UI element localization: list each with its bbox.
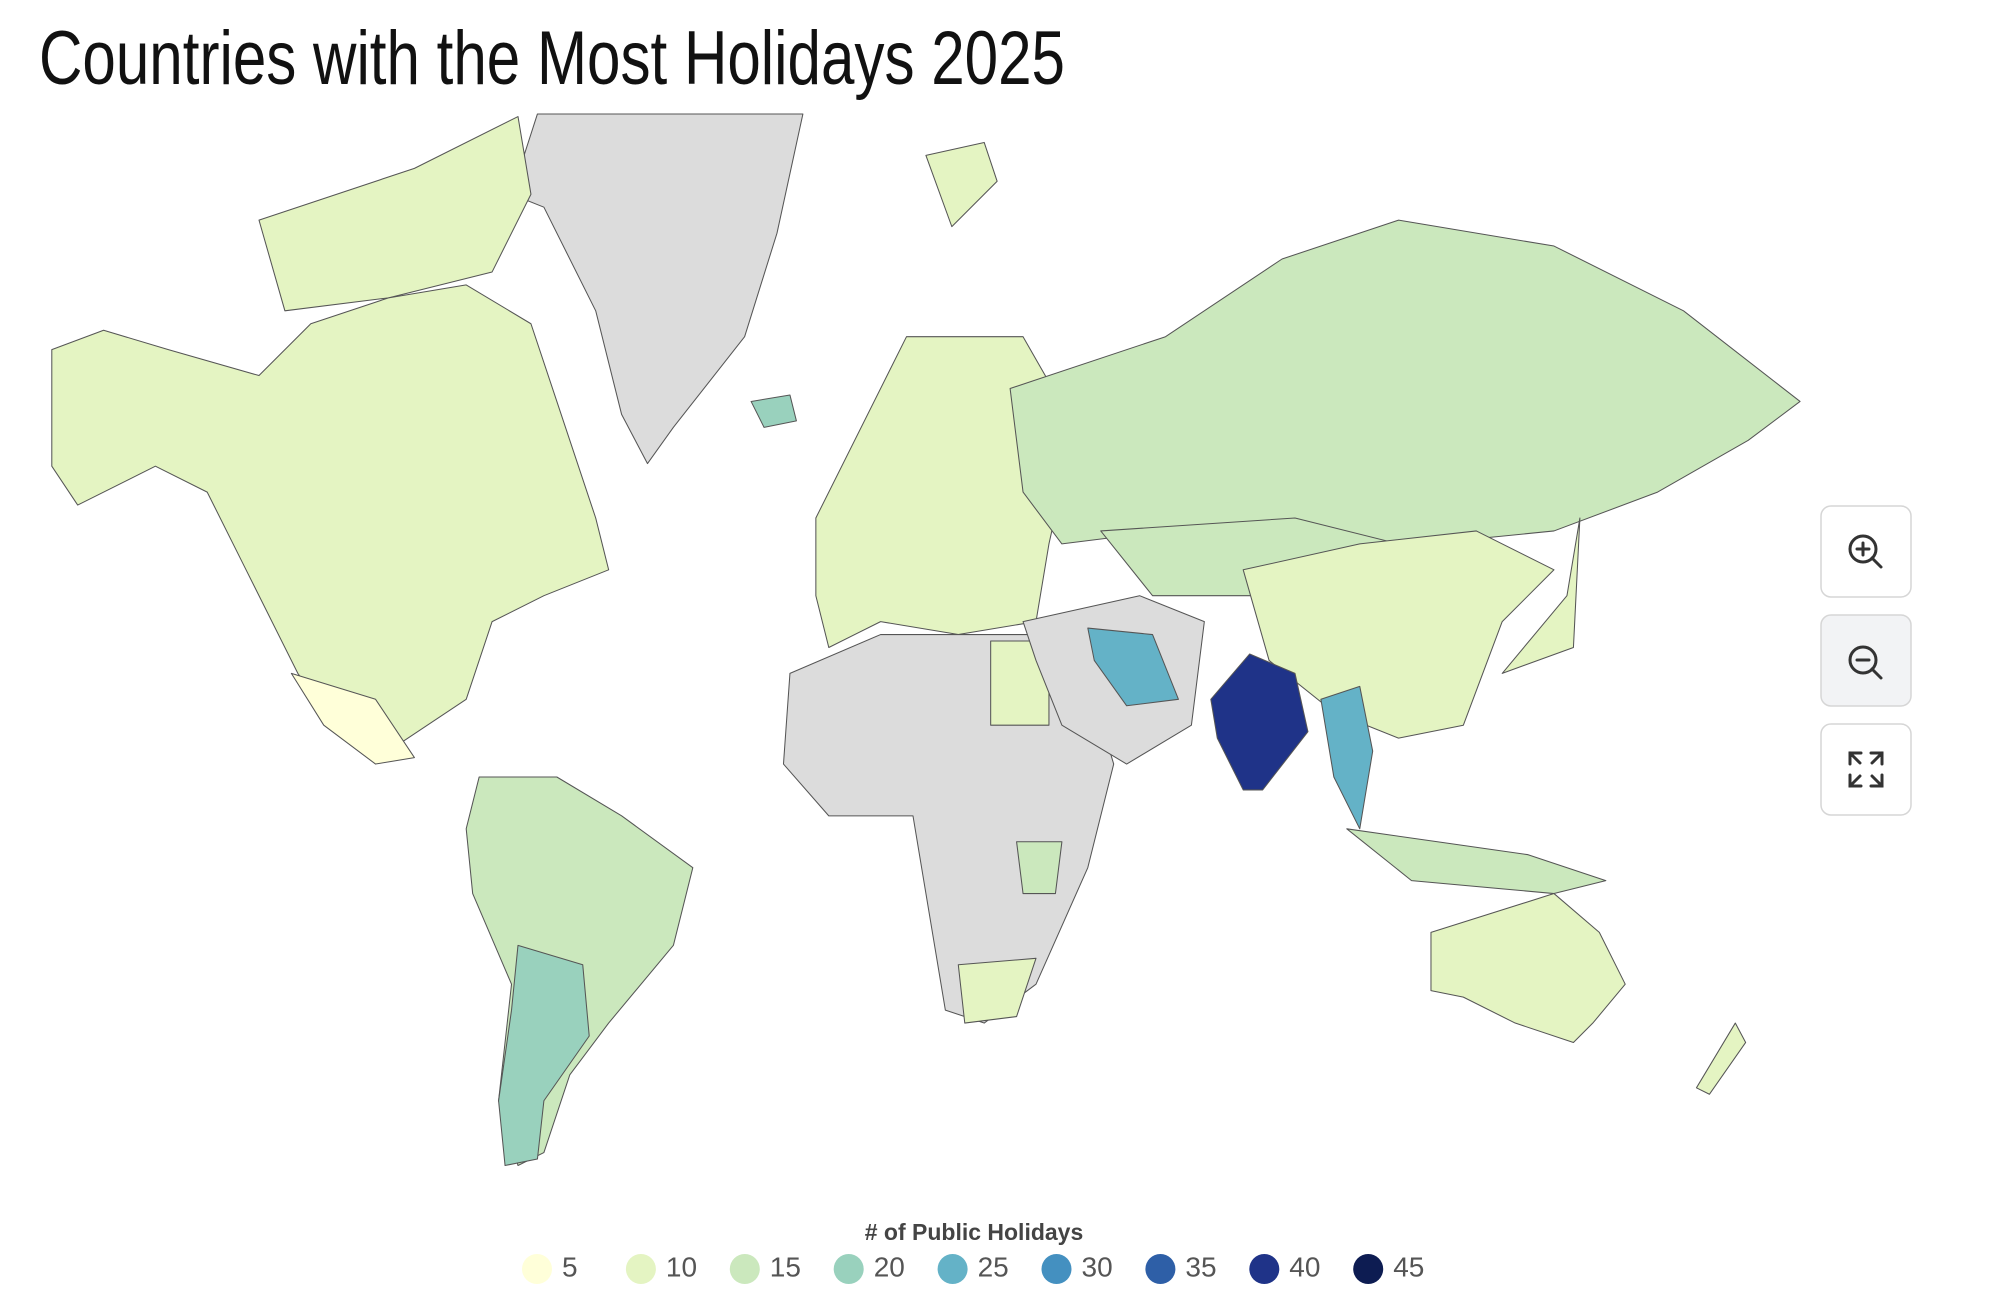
legend-swatch: [1145, 1254, 1176, 1284]
region: [1009, 219, 1801, 558]
legend-swatch: [833, 1254, 864, 1284]
region: [1695, 1022, 1747, 1095]
region: [511, 113, 804, 465]
legend: 5 10 15 20 25 30 35 40 45: [522, 1251, 1424, 1284]
region: [258, 116, 532, 312]
legend-swatch: [937, 1254, 968, 1284]
legend-label: 20: [874, 1251, 905, 1282]
region: [957, 957, 1037, 1024]
legend-label: 15: [770, 1251, 801, 1282]
region: [1016, 841, 1063, 895]
region: [1320, 685, 1374, 830]
world-map: [51, 113, 1801, 1167]
region: [1346, 828, 1607, 895]
region: [290, 672, 415, 765]
legend-label: 45: [1393, 1251, 1424, 1282]
legend-label: 30: [1082, 1251, 1113, 1282]
legend-swatch: [1249, 1254, 1280, 1284]
legend-swatch: [729, 1254, 760, 1284]
region: [1242, 530, 1555, 739]
region: [498, 944, 590, 1167]
legend-label: 25: [978, 1251, 1009, 1282]
legend-label: 10: [666, 1251, 697, 1282]
legend-title: # of Public Holidays: [865, 1219, 1084, 1245]
legend-swatch: [625, 1254, 656, 1284]
legend-swatch: [1041, 1254, 1072, 1284]
legend-swatch: [522, 1254, 552, 1284]
zoom-in-button[interactable]: [1820, 505, 1912, 598]
legend-swatch: [1353, 1254, 1384, 1284]
legend-label: 35: [1185, 1251, 1216, 1282]
region: [1087, 627, 1179, 707]
region: [750, 394, 797, 428]
zoom-out-button[interactable]: [1820, 614, 1912, 707]
region: [1210, 653, 1309, 791]
chart-title: Countries with the Most Holidays 2025: [39, 16, 1065, 101]
legend-label: 5: [562, 1251, 578, 1282]
legend-label: 40: [1289, 1251, 1320, 1282]
region: [925, 141, 998, 228]
fullscreen-button[interactable]: [1820, 723, 1912, 816]
region: [51, 284, 610, 752]
region: [1430, 893, 1626, 1043]
region: [1501, 517, 1581, 674]
